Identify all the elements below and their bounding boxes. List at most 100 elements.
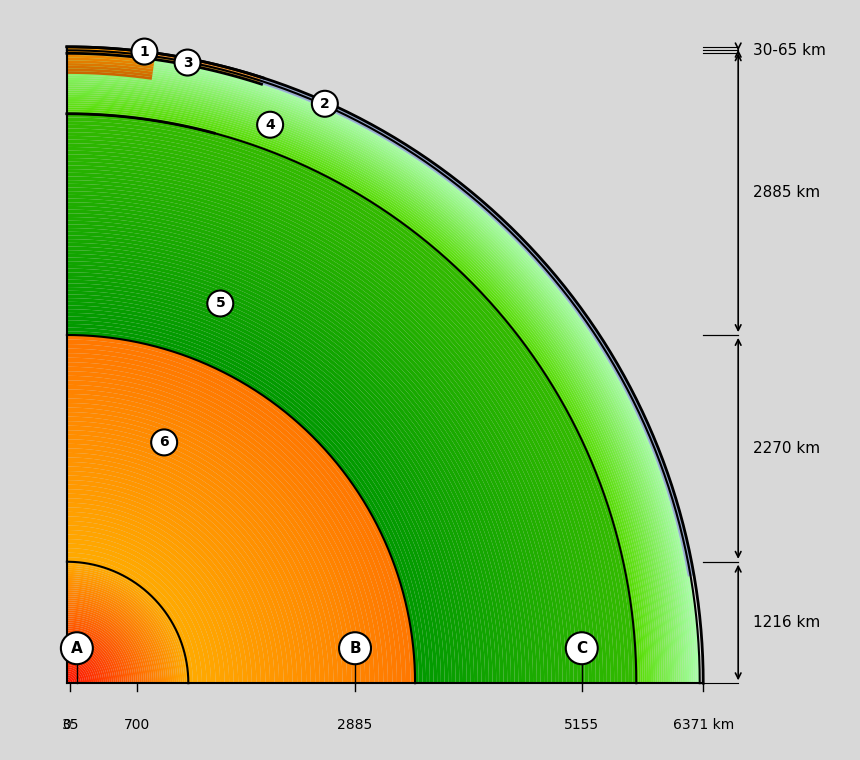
Polygon shape <box>67 643 108 683</box>
Polygon shape <box>67 50 262 81</box>
Circle shape <box>132 39 157 65</box>
Polygon shape <box>67 444 306 683</box>
Polygon shape <box>67 665 85 683</box>
Polygon shape <box>67 158 592 683</box>
Polygon shape <box>67 606 144 683</box>
Polygon shape <box>67 78 673 683</box>
Polygon shape <box>67 258 493 683</box>
Polygon shape <box>67 521 229 683</box>
Polygon shape <box>67 66 153 74</box>
Circle shape <box>61 632 93 664</box>
Polygon shape <box>67 220 530 683</box>
Text: 6371 km: 6371 km <box>673 718 734 732</box>
Polygon shape <box>67 619 132 683</box>
Polygon shape <box>67 471 279 683</box>
Polygon shape <box>67 294 456 683</box>
Polygon shape <box>67 641 109 683</box>
Polygon shape <box>67 206 544 683</box>
Polygon shape <box>67 416 334 683</box>
Polygon shape <box>67 453 298 683</box>
Polygon shape <box>67 166 585 683</box>
Polygon shape <box>67 176 574 683</box>
Polygon shape <box>67 608 142 683</box>
Polygon shape <box>67 335 415 683</box>
Polygon shape <box>67 570 181 683</box>
Polygon shape <box>67 667 83 683</box>
Circle shape <box>312 90 338 117</box>
Polygon shape <box>67 49 263 81</box>
Text: 1: 1 <box>139 45 150 59</box>
Polygon shape <box>67 586 164 683</box>
Polygon shape <box>67 169 581 683</box>
Polygon shape <box>67 184 566 683</box>
Polygon shape <box>67 291 459 683</box>
Polygon shape <box>67 659 91 683</box>
Polygon shape <box>67 69 681 683</box>
Polygon shape <box>67 324 426 683</box>
Polygon shape <box>67 340 410 683</box>
Polygon shape <box>67 564 187 683</box>
Polygon shape <box>67 508 243 683</box>
Polygon shape <box>67 679 71 683</box>
Polygon shape <box>67 232 519 683</box>
Polygon shape <box>67 265 485 683</box>
Polygon shape <box>67 673 77 683</box>
Polygon shape <box>67 147 603 683</box>
Polygon shape <box>67 394 356 683</box>
Polygon shape <box>67 217 533 683</box>
Text: 30-65 km: 30-65 km <box>753 43 826 58</box>
Polygon shape <box>67 192 559 683</box>
Polygon shape <box>67 407 342 683</box>
Polygon shape <box>67 653 97 683</box>
Polygon shape <box>67 48 263 80</box>
Polygon shape <box>67 439 310 683</box>
Polygon shape <box>67 49 155 59</box>
Polygon shape <box>67 195 556 683</box>
Polygon shape <box>67 616 133 683</box>
Polygon shape <box>67 403 347 683</box>
Polygon shape <box>67 328 422 683</box>
Polygon shape <box>67 584 166 683</box>
Polygon shape <box>67 306 445 683</box>
Polygon shape <box>67 128 622 683</box>
Polygon shape <box>67 494 256 683</box>
Polygon shape <box>261 78 693 574</box>
Polygon shape <box>67 363 388 683</box>
Polygon shape <box>67 57 693 683</box>
Text: 5: 5 <box>215 296 225 311</box>
Circle shape <box>175 49 200 75</box>
Polygon shape <box>67 331 419 683</box>
Polygon shape <box>67 97 654 683</box>
Polygon shape <box>67 467 284 683</box>
Polygon shape <box>67 358 392 683</box>
Polygon shape <box>67 511 238 683</box>
Polygon shape <box>67 421 329 683</box>
Polygon shape <box>67 106 645 683</box>
Polygon shape <box>67 63 687 683</box>
Polygon shape <box>67 88 661 683</box>
Polygon shape <box>67 562 188 683</box>
Polygon shape <box>67 557 193 683</box>
Text: A: A <box>71 641 83 656</box>
Text: C: C <box>576 641 587 656</box>
Polygon shape <box>67 669 81 683</box>
Polygon shape <box>67 173 577 683</box>
Polygon shape <box>67 49 262 81</box>
Polygon shape <box>67 588 162 683</box>
Polygon shape <box>67 47 156 55</box>
Polygon shape <box>67 625 126 683</box>
Polygon shape <box>67 162 588 683</box>
Polygon shape <box>67 594 156 683</box>
Polygon shape <box>67 71 152 80</box>
Polygon shape <box>67 52 697 683</box>
Text: 1216 km: 1216 km <box>753 615 820 630</box>
Polygon shape <box>67 236 514 683</box>
Polygon shape <box>67 598 152 683</box>
Polygon shape <box>67 52 155 61</box>
Polygon shape <box>67 76 674 683</box>
Polygon shape <box>67 525 224 683</box>
Polygon shape <box>67 121 629 683</box>
Polygon shape <box>67 530 220 683</box>
Polygon shape <box>67 637 114 683</box>
Polygon shape <box>67 99 651 683</box>
